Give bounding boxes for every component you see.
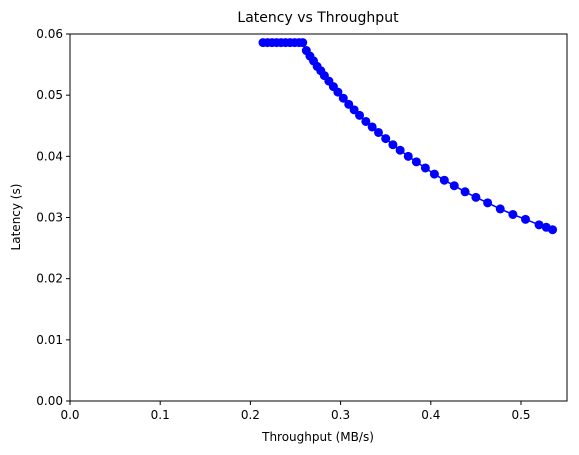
y-tick-label: 0.06 — [36, 27, 63, 41]
y-axis-label: Latency (s) — [9, 184, 23, 251]
x-tick-label: 0.2 — [241, 408, 260, 422]
data-point — [344, 99, 354, 109]
data-point — [521, 214, 531, 224]
data-point — [367, 122, 377, 132]
data-point — [355, 110, 365, 120]
data-point — [483, 198, 493, 208]
data-point — [429, 169, 439, 179]
chart-title: Latency vs Throughput — [237, 10, 399, 26]
x-axis-label: Throughput (MB/s) — [261, 430, 374, 444]
y-tick-label: 0.02 — [36, 272, 63, 286]
x-tick-label: 0.0 — [60, 408, 79, 422]
data-point — [381, 134, 391, 144]
data-point — [420, 163, 430, 173]
data-point — [333, 87, 343, 97]
x-tick-label: 0.5 — [511, 408, 530, 422]
x-tick-label: 0.3 — [331, 408, 350, 422]
y-tick-label: 0.03 — [36, 211, 63, 225]
data-point — [508, 209, 518, 219]
data-point — [439, 175, 449, 185]
data-point — [338, 93, 348, 103]
data-point — [349, 105, 359, 115]
data-point — [411, 157, 421, 167]
data-point — [449, 181, 459, 191]
data-point — [460, 187, 470, 197]
data-point — [395, 145, 405, 155]
data-point — [534, 220, 544, 230]
data-point — [388, 140, 398, 150]
series-line — [263, 41, 553, 231]
data-point — [471, 192, 481, 202]
y-tick-label: 0.01 — [36, 333, 63, 347]
data-point — [373, 127, 383, 137]
x-tick-label: 0.1 — [151, 408, 170, 422]
data-point — [495, 204, 505, 214]
x-tick-label: 0.4 — [421, 408, 440, 422]
plot-frame — [69, 33, 568, 402]
data-point — [361, 116, 371, 126]
data-point — [298, 38, 308, 48]
y-tick-label: 0.00 — [36, 394, 63, 408]
data-point — [403, 151, 413, 161]
y-tick-label: 0.04 — [36, 149, 63, 163]
data-point — [548, 225, 558, 235]
y-tick-label: 0.05 — [36, 88, 63, 102]
